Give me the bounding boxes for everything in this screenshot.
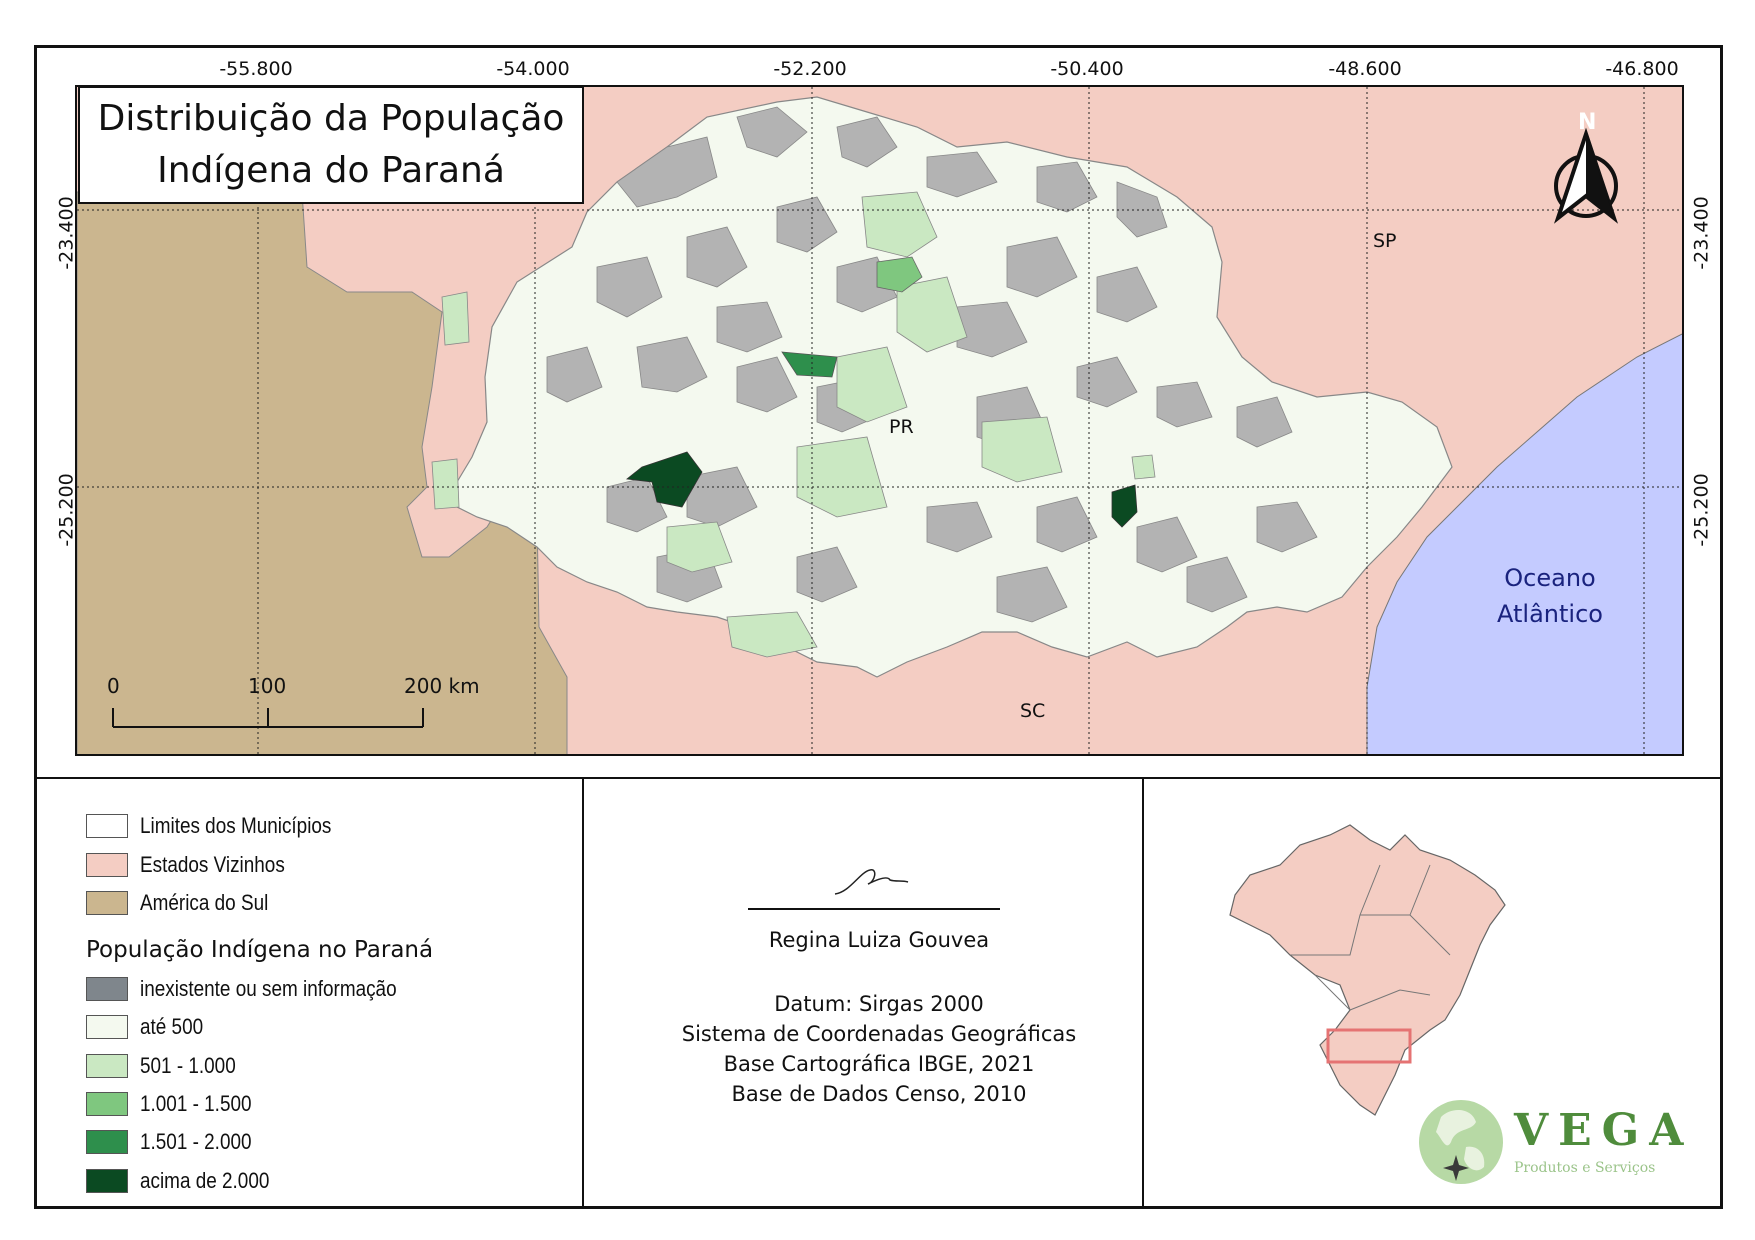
legend-item: Estados Vizinhos	[86, 852, 308, 878]
legend-item: Limites dos Municípios	[86, 813, 363, 839]
label-sc: SC	[1020, 700, 1046, 722]
globe-icon	[1416, 1097, 1506, 1187]
class-above-2000-municipality	[626, 451, 703, 508]
graticule	[77, 87, 1682, 754]
longitude-label: -50.400	[1050, 58, 1124, 80]
panel-divider	[582, 777, 584, 1209]
brazil-inset-map	[1229, 824, 1506, 1116]
legend-label: acima de 2.000	[140, 1168, 270, 1193]
legend-label: 501 - 1.000	[140, 1053, 236, 1078]
logo-name: VEGA	[1514, 1105, 1694, 1156]
legend-swatch	[86, 977, 128, 1001]
longitude-label: -55.800	[219, 58, 293, 80]
scale-label-100: 100	[248, 674, 287, 698]
logo-tagline: Produtos e Serviços	[1514, 1160, 1656, 1176]
latitude-label-right: -23.400	[1690, 196, 1713, 270]
class-1501-2000-municipality	[781, 351, 838, 378]
legend-item: América do Sul	[86, 890, 289, 916]
author-name: Regina Luiza Gouvea	[768, 928, 990, 952]
signature-line	[748, 908, 1000, 910]
south-america-region	[77, 191, 568, 754]
credit-system: Sistema de Coordenadas Geográficas	[681, 1022, 1077, 1046]
label-pr: PR	[889, 416, 914, 438]
legend-label: 1.001 - 1.500	[140, 1091, 252, 1116]
longitude-label: -48.600	[1328, 58, 1402, 80]
label-sp: SP	[1373, 230, 1397, 252]
panel-divider	[34, 777, 1723, 779]
legend-label: 1.501 - 2.000	[140, 1129, 252, 1154]
panel-divider	[1142, 777, 1144, 1209]
map-canvas	[77, 87, 1682, 754]
class-501-1000-municipalities	[431, 191, 1156, 658]
ocean-label-line-1: Oceano	[1504, 564, 1596, 592]
legend-label: América do Sul	[140, 890, 269, 915]
legend-label: até 500	[140, 1014, 204, 1039]
ocean-region	[1366, 333, 1682, 754]
credit-base-carto: Base Cartográfica IBGE, 2021	[723, 1052, 1035, 1076]
class-above-2000-municipality	[1111, 484, 1138, 528]
credit-base-dados: Base de Dados Censo, 2010	[731, 1082, 1027, 1106]
north-arrow-icon: N	[1546, 110, 1626, 224]
scale-label-200: 200 km	[404, 674, 480, 698]
map-title: Distribuição da População Indígena do Pa…	[78, 86, 584, 204]
legend-swatch	[86, 891, 128, 915]
map-title-line-1: Distribuição da População	[97, 98, 565, 139]
parana-inset-highlight	[1326, 1028, 1412, 1064]
credit-datum: Datum: Sirgas 2000	[774, 992, 984, 1016]
legend-swatch	[86, 1130, 128, 1154]
longitude-label: -52.200	[773, 58, 847, 80]
legend-label: inexistente ou sem informação	[140, 976, 397, 1001]
ocean-label: Oceano Atlântico	[1480, 560, 1620, 632]
longitude-label: -46.800	[1605, 58, 1679, 80]
north-letter: N	[1578, 110, 1597, 135]
legend-item: inexistente ou sem informação	[86, 976, 438, 1002]
map-frame	[34, 45, 1723, 1209]
legend-label: Estados Vizinhos	[140, 852, 285, 877]
scale-bar	[112, 708, 424, 728]
legend-label: Limites dos Municípios	[140, 813, 332, 838]
no-info-municipalities	[546, 106, 1318, 623]
legend-swatch	[86, 814, 128, 838]
scale-label-0: 0	[107, 674, 120, 698]
legend-swatch	[86, 1015, 128, 1039]
legend-item: 1.001 - 1.500	[86, 1091, 270, 1117]
main-map	[75, 85, 1684, 756]
legend-item: 501 - 1.000	[86, 1053, 251, 1079]
class-1001-1500-municipality	[876, 256, 923, 293]
map-title-line-2: Indígena do Paraná	[157, 150, 505, 191]
legend-swatch	[86, 853, 128, 877]
ocean-label-line-2: Atlântico	[1497, 600, 1603, 628]
legend-swatch	[86, 1169, 128, 1193]
legend-item: 1.501 - 2.000	[86, 1129, 270, 1155]
longitude-label: -54.000	[496, 58, 570, 80]
signature-icon	[834, 869, 909, 895]
latitude-label-right: -25.200	[1690, 473, 1713, 547]
legend-swatch	[86, 1054, 128, 1078]
legend-population-title: População Indígena no Paraná	[86, 937, 434, 963]
legend-swatch	[86, 1092, 128, 1116]
legend-item: até 500	[86, 1014, 213, 1040]
legend-item: acima de 2.000	[86, 1168, 290, 1194]
